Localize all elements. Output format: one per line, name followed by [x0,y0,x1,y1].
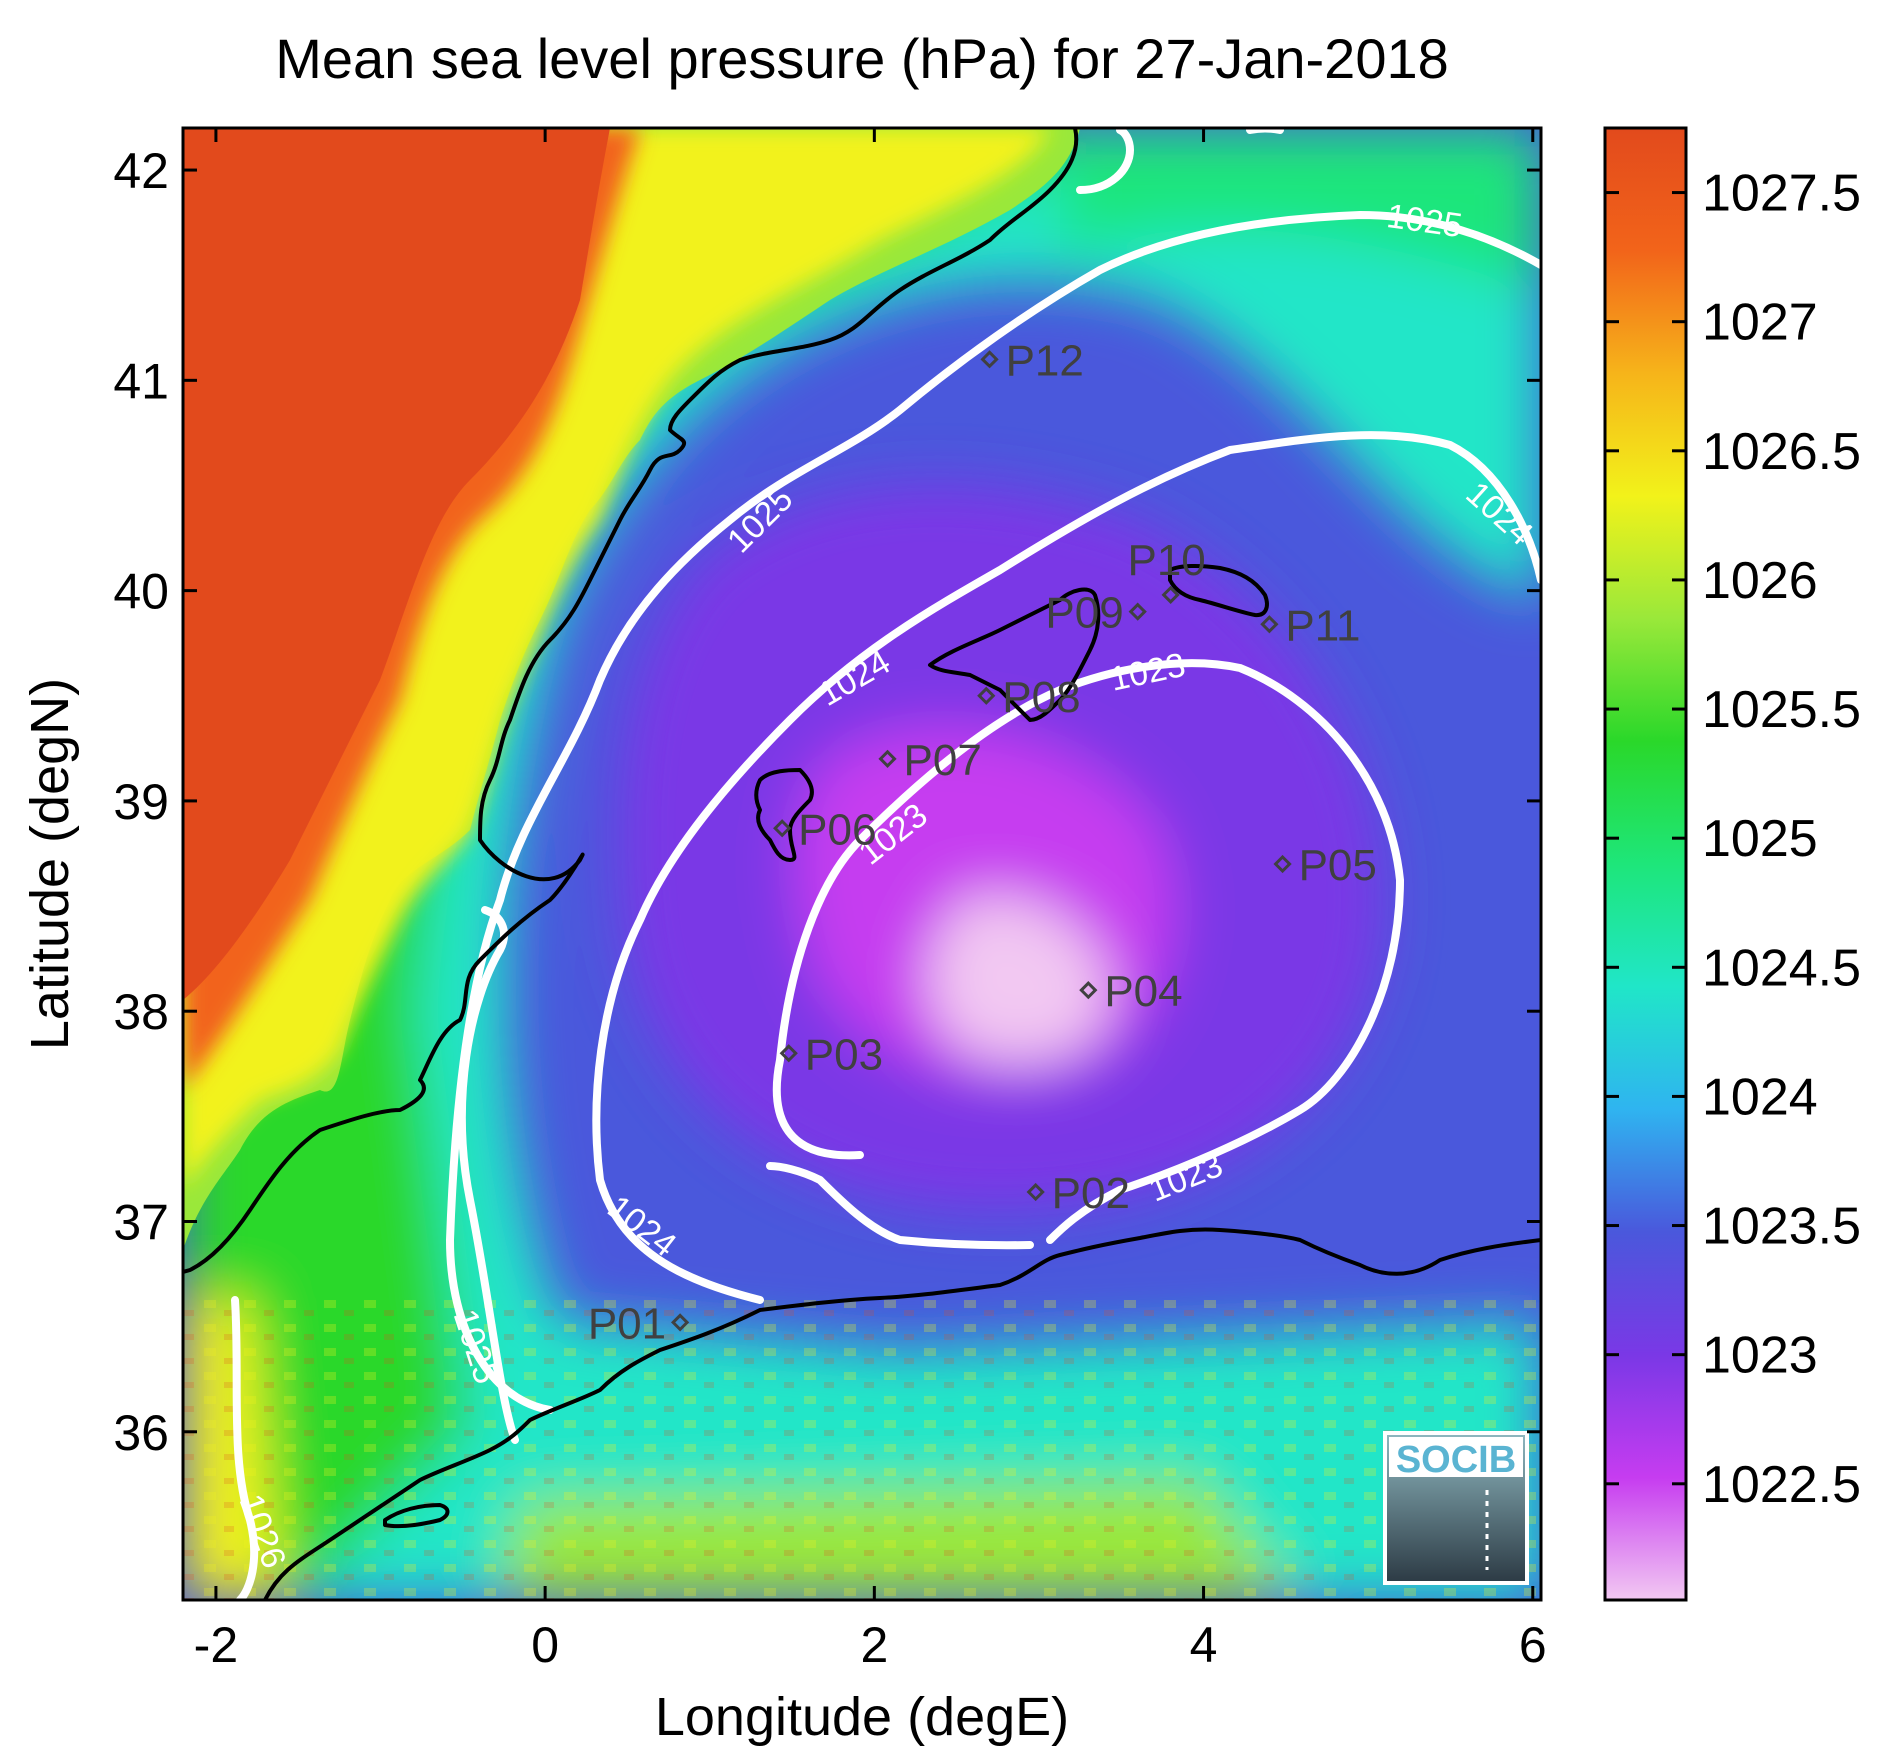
station-label: P05 [1299,841,1377,890]
station-p08: P08 [977,673,1081,722]
isobar-1023 [772,659,1405,1244]
africa-speckle [183,1300,1541,1600]
station-p12: P12 [980,336,1084,385]
station-label: P02 [1052,1169,1130,1218]
station-marker [1161,585,1180,604]
station-label: P06 [798,805,876,854]
station-p03: P03 [779,1030,883,1079]
y-tick-label: 36 [113,1405,169,1461]
isobar-1025b [457,906,519,1444]
station-label: P03 [805,1030,883,1079]
station-p06: P06 [773,805,876,854]
coast-africa [263,1227,1541,1600]
isobar-1026b [1076,128,1135,194]
logo-text: SOCIB [1396,1439,1516,1481]
x-tick-label: 4 [1190,1617,1218,1673]
station-label: P07 [904,736,982,785]
station-label: P12 [1006,336,1084,385]
colorbar-tick-label: 1025.5 [1702,681,1861,739]
y-axis-ticks: 36 37 38 39 40 41 42 [113,143,1541,1461]
colorbar-tick-label: 1027.5 [1702,165,1861,223]
y-axis-label: Latitude (degN) [20,678,80,1050]
coastline [183,128,1541,1600]
station-label: P10 [1127,536,1205,585]
station-p01: P01 [588,1299,690,1348]
colorbar-tick-label: 1025 [1702,810,1818,868]
coast-mallorca [928,587,1101,722]
y-tick-label: 41 [113,353,169,409]
land-iberia [183,128,1080,1250]
x-axis-ticks: -2 0 2 4 6 [194,128,1547,1673]
map-frame [181,126,1543,1602]
y-tick-label: 39 [113,774,169,830]
chart-title: Mean sea level pressure (hPa) for 27-Jan… [275,27,1449,90]
colorbar-tick-label: 1023 [1702,1327,1818,1385]
x-tick-label: -2 [194,1617,238,1673]
y-tick-label: 38 [113,984,169,1040]
colorbar [1603,126,1688,1602]
station-marker [1273,854,1292,874]
isobar-1025 [445,210,1541,1414]
station-label: P11 [1285,601,1360,650]
station-marker [1260,615,1279,634]
isobar-1026 [231,1296,259,1600]
colorbar-tick-label: 1027 [1702,294,1818,352]
colorbar-ticks: 1022.5 1023 1023.5 1024 1024.5 1025 1025.5 1026… [1605,165,1861,1514]
x-tick-label: 2 [860,1617,888,1673]
colorbar-tick-label: 1022.5 [1702,1456,1861,1514]
x-axis-label: Longitude (degE) [655,1687,1069,1747]
coast-menorca [1168,563,1269,618]
station-p02: P02 [1026,1169,1130,1218]
station-label: P04 [1104,967,1182,1016]
station-p09: P09 [1045,589,1147,638]
station-marker [779,1044,798,1063]
coast-iberia [183,128,1079,1274]
station-marker [1026,1182,1045,1202]
socib-logo: SOCIB [1383,1431,1529,1585]
station-p07: P07 [878,736,982,785]
coast-ibiza [754,768,814,862]
station-marker [878,749,897,768]
y-tick-label: 37 [113,1194,169,1250]
station-p05: P05 [1273,841,1377,890]
station-marker [980,350,999,369]
station-marker [1128,602,1147,621]
x-tick-label: 0 [531,1617,559,1673]
colorbar-tick-label: 1024 [1702,1068,1818,1126]
colorbar-tick-label: 1026.5 [1702,423,1861,481]
isobar-1024 [592,431,1541,1304]
x-tick-label: 6 [1519,1617,1547,1673]
station-label: P01 [588,1299,666,1348]
station-p11: P11 [1260,601,1360,650]
isobar-1023b [766,1162,1034,1250]
isobars [231,128,1541,1600]
station-label: P09 [1045,589,1123,638]
y-tick-label: 40 [113,564,169,620]
station-marker [670,1313,690,1332]
colorbar-tick-label: 1026 [1702,552,1818,610]
pressure-field: 1023 1023 1023 1024 1024 1024 1025 1025 … [183,128,1541,1600]
y-tick-label: 42 [113,143,169,199]
station-marker [773,819,792,838]
station-label: P08 [1002,673,1080,722]
colorbar-tick-label: 1024.5 [1702,939,1861,997]
station-p04: P04 [1079,967,1183,1016]
station-p10: P10 [1127,536,1206,604]
station-marker [977,686,996,705]
colorbar-tick-label: 1023.5 [1702,1198,1861,1256]
station-marker [1079,981,1098,1000]
coast-alboran [383,1503,450,1529]
